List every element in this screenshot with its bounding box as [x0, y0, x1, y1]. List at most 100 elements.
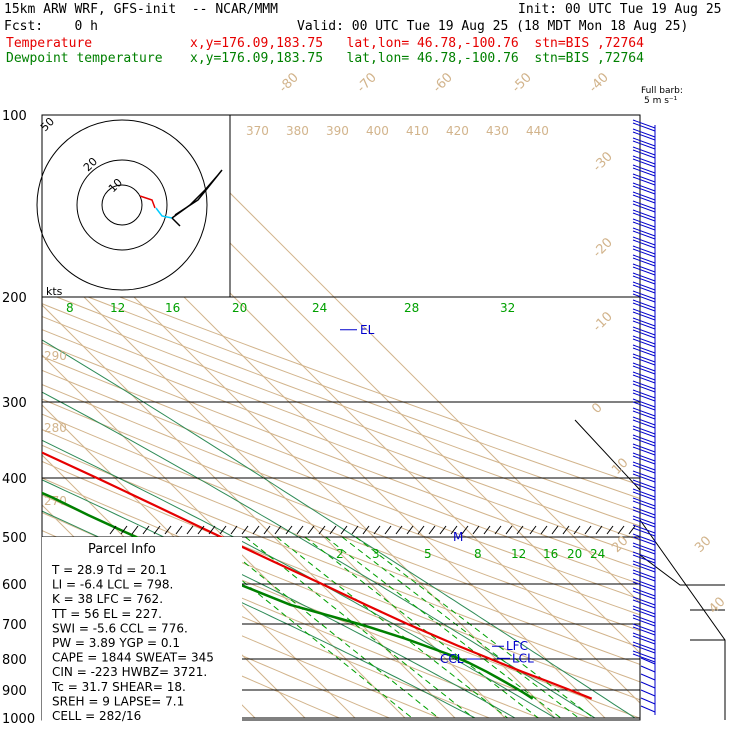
wind-barb [632, 263, 656, 276]
wind-barb [640, 657, 656, 665]
theta-tick-label: 400 [366, 124, 389, 138]
wind-barb [632, 425, 656, 438]
dry-adiabat-line [42, 369, 640, 600]
wind-barb [640, 681, 656, 689]
mixing-ratio-tick-label: 2 [336, 547, 344, 561]
dry-adiabat-line [42, 398, 640, 632]
temperature-location: x,y=176.09,183.75 lat,lon= 46.78,-100.76… [190, 36, 644, 51]
hodograph-ring [76, 159, 168, 251]
mixing-ratio-line [212, 536, 439, 719]
wind-barb [632, 236, 656, 249]
pressure-tick-label: 1000 [2, 712, 35, 727]
dry-adiabat-line [42, 290, 640, 513]
wind-barb [632, 641, 656, 654]
wind-barb [632, 326, 656, 339]
wind-barb [632, 146, 656, 159]
tick-hatch [551, 525, 559, 535]
isotherm-tick-label: -60 [430, 70, 456, 96]
tick-hatch [439, 525, 447, 535]
dry-adiabat-line [42, 384, 640, 616]
init-time: Init: 00 UTC Tue 19 Aug 25 [518, 2, 722, 17]
model-title: 15km ARW WRF, GFS-init -- NCAR/MMM [4, 2, 278, 17]
wind-barb [632, 452, 656, 465]
mixing-ratio-line [355, 536, 594, 719]
mixing-ratio-tick-label: 16 [543, 547, 558, 561]
mixing-ratio-tick-label: 8 [474, 547, 482, 561]
wind-barb [632, 290, 656, 303]
mixing-ratio-tick-label: 28 [404, 301, 419, 315]
pressure-tick-label: 600 [2, 578, 27, 593]
tick-hatch [606, 525, 614, 535]
isotherm-tick-label: -70 [354, 70, 380, 96]
hodograph-trace-mid [155, 207, 173, 219]
dry-adiabat-line [42, 303, 640, 527]
lcl-label: LCL [512, 651, 534, 665]
wind-barb [632, 209, 656, 222]
wind-barb [632, 443, 656, 456]
wind-barb [632, 308, 656, 321]
m-label: M [453, 530, 463, 544]
dry-adiabat-line [42, 460, 640, 701]
wind-barb [632, 578, 656, 591]
dry-adiabat-line [42, 342, 640, 570]
dry-adiabat-line [42, 329, 640, 555]
mixing-ratio-tick-label: 3 [372, 547, 380, 561]
theta-tick-label: 390 [326, 124, 349, 138]
theta-tick-label: 430 [486, 124, 509, 138]
dry-adiabat-line [42, 567, 390, 719]
wind-barb [632, 596, 656, 609]
pressure-tick-label: 900 [2, 684, 27, 699]
tick-hatch [274, 525, 282, 535]
tick-hatch [395, 525, 403, 535]
mixing-ratio-line [244, 536, 474, 719]
isotherm-tick-label: -40 [586, 70, 612, 96]
parcel-info-row: K = 38 LFC = 762. [52, 592, 163, 606]
tick-hatch [584, 525, 592, 535]
wind-barb [632, 173, 656, 186]
tick-hatch [384, 525, 392, 535]
parcel-info-row: LI = -6.4 LCL = 798. [52, 578, 173, 592]
tick-hatch [329, 525, 337, 535]
tick-hatch [428, 525, 436, 535]
tick-hatch [362, 525, 370, 535]
tick-hatch [483, 525, 491, 535]
tick-hatch [628, 525, 636, 535]
wind-barb [640, 697, 656, 705]
tick-hatch [252, 525, 260, 535]
wind-barb [632, 371, 656, 384]
isotherm-line [42, 304, 456, 719]
dry-adiabat-line [42, 429, 640, 665]
wind-barb [632, 119, 656, 132]
wind-barb [632, 605, 656, 618]
wind-barb [632, 569, 656, 582]
wind-barb [632, 623, 656, 636]
tick-hatch [529, 525, 537, 535]
mixing-ratio-tick-label: 5 [424, 547, 432, 561]
wind-barbs [632, 119, 656, 715]
parcel-info-row: Tc = 31.7 SHEAR= 18. [51, 680, 186, 694]
tick-hatch [373, 525, 381, 535]
mixing-ratio-tick-label: 8 [66, 301, 74, 315]
lfc-label: LFC [506, 639, 528, 653]
pressure-tick-label: 200 [2, 291, 27, 306]
theta-tick-label: 440 [526, 124, 549, 138]
wind-barb [640, 673, 656, 681]
tick-hatch [595, 525, 603, 535]
wind-barb [632, 542, 656, 555]
tick-hatch [472, 525, 480, 535]
wind-barb [632, 200, 656, 213]
wind-barb [632, 272, 656, 285]
hodograph-ring [36, 119, 208, 291]
dry-adiabat-line [42, 278, 640, 500]
valid-time: Valid: 00 UTC Tue 19 Aug 25 (18 MDT Mon … [297, 19, 689, 34]
mixing-ratio-tick-label: 20 [567, 547, 582, 561]
dry-adiabat-line [42, 355, 640, 585]
tick-hatch [131, 525, 139, 535]
tick-hatch [230, 525, 238, 535]
parcel-info-row: SREH = 9 LAPSE= 7.1 [52, 694, 184, 708]
tick-hatch [153, 525, 161, 535]
mixing-ratio-lines [187, 536, 594, 719]
wind-barb [632, 614, 656, 627]
